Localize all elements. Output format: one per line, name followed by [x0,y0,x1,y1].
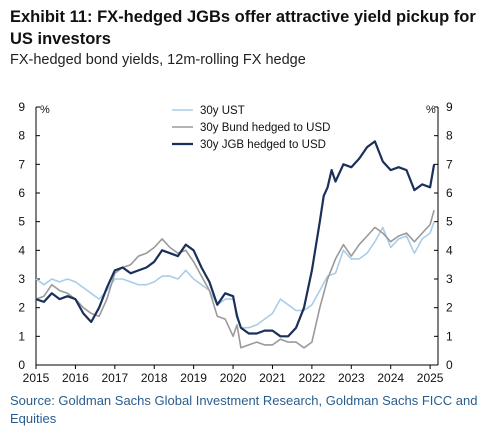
y-tick-label-left: 1 [18,329,25,343]
y-tick-label-left: 8 [18,129,25,143]
x-tick-label: 2016 [62,371,89,385]
y-tick-label-right: 4 [446,243,453,257]
x-tick-label: 2023 [338,371,365,385]
y-tick-label-right: 3 [446,272,453,286]
legend-item-ust: 30y UST [200,105,245,117]
series-group [35,140,436,349]
source-note: Source: Goldman Sachs Global Investment … [10,393,478,426]
x-tick-label: 2021 [259,371,286,385]
y-tick-label-left: 0 [18,358,25,372]
legend-item-bund: 30y Bund hedged to USD [200,122,330,134]
y-tick-label-right: 2 [446,301,453,315]
x-tick-label: 2024 [377,371,404,385]
x-tick-label: 2017 [101,371,128,385]
y-tick-label-left: 6 [18,186,25,200]
axes-group: 0 0 1 1 2 2 3 3 4 4 5 5 6 6 7 7 8 8 9 9% % 2015 2016 2017 2018 20… [18,100,453,385]
y-tick-label-left: 5 [18,215,25,229]
y-tick-label-right: 1 [446,329,453,343]
y-tick-label-left: 7 [18,157,25,171]
x-tick-label: 2019 [180,371,207,385]
y-tick-label-right: 6 [446,186,453,200]
y-tick-label-right: 7 [446,157,453,171]
y-tick-label-right: 9 [446,100,453,114]
legend-item-jgb: 30y JGB hedged to USD [200,139,326,151]
x-tick-label: 2015 [23,371,50,385]
x-tick-label: 2020 [220,371,247,385]
y-tick-label-right: 0 [446,358,453,372]
y-tick-label-right: 5 [446,215,453,229]
chart-svg: 0 0 1 1 2 2 3 3 4 4 5 5 6 6 7 7 8 8 9 9% % 2015 2016 2017 2018 20… [18,100,453,385]
y-unit-right: % [426,104,436,116]
legend: 30y UST 30y Bund hedged to USD 30y JGB hed… [172,105,330,151]
x-tick-label: 2025 [417,371,444,385]
y-tick-label-left: 9 [18,100,25,114]
y-tick-label-left: 3 [18,272,25,286]
y-tick-label-left: 2 [18,301,25,315]
y-unit-left: % [40,104,50,116]
x-tick-label: 2018 [141,371,168,385]
series-line-jgb [35,140,436,338]
x-tick-label: 2022 [299,371,326,385]
chart-title: Exhibit 11: FX-hedged JGBs offer attract… [10,8,476,48]
series-line-bund [35,209,435,349]
chart-subtitle: FX-hedged bond yields, 12m-rolling FX he… [10,52,306,68]
y-tick-label-right: 8 [446,129,453,143]
y-tick-label-left: 4 [18,243,25,257]
